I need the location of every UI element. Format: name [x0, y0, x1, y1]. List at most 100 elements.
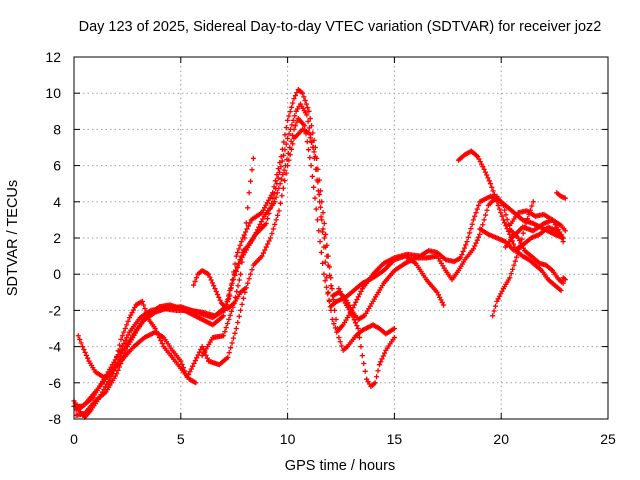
data-point	[282, 132, 288, 138]
data-point	[272, 178, 279, 184]
series-trace-12	[507, 208, 566, 245]
data-point	[280, 185, 286, 191]
data-point	[313, 206, 319, 212]
data-point	[239, 301, 245, 307]
series-trace-15	[560, 275, 568, 283]
data-point	[222, 329, 228, 335]
data-point	[512, 258, 518, 264]
data-point	[560, 280, 566, 286]
data-point	[495, 202, 501, 209]
data-point	[489, 184, 495, 190]
data-point	[332, 325, 338, 331]
data-point	[562, 277, 568, 283]
data-point	[315, 179, 321, 185]
data-point	[125, 318, 131, 324]
data-point	[243, 220, 249, 226]
data-point	[278, 164, 284, 170]
data-point	[254, 227, 261, 233]
series-trace-13	[477, 224, 566, 254]
x-axis-label: GPS time / hours	[285, 458, 395, 474]
data-point	[304, 112, 310, 118]
data-point	[109, 371, 116, 377]
data-point	[350, 314, 356, 320]
data-point	[312, 153, 318, 160]
data-point	[509, 266, 516, 272]
data-point	[229, 340, 235, 346]
data-point	[245, 205, 251, 211]
series-trace-5	[75, 298, 199, 386]
data-point	[306, 130, 312, 136]
y-tick-label: 4	[53, 194, 61, 210]
data-point	[236, 313, 242, 320]
data-point	[290, 117, 296, 123]
data-point	[272, 199, 278, 205]
data-point	[264, 215, 271, 222]
data-point	[141, 302, 147, 308]
data-point	[481, 166, 487, 172]
data-point	[275, 175, 281, 181]
data-point	[490, 313, 496, 319]
data-point	[271, 191, 277, 197]
data-point	[292, 113, 298, 119]
data-point	[358, 288, 364, 294]
data-point	[473, 210, 479, 216]
data-point	[337, 339, 343, 345]
data-point	[121, 329, 127, 335]
data-point	[265, 241, 271, 247]
data-point	[204, 355, 210, 361]
data-point	[235, 260, 242, 266]
data-point	[277, 200, 284, 206]
y-tick-label: 12	[45, 49, 61, 65]
data-point	[502, 220, 508, 226]
data-point	[480, 222, 486, 228]
data-point	[338, 291, 345, 298]
data-point	[122, 325, 128, 332]
y-tick-label: -8	[49, 411, 62, 427]
data-point	[273, 217, 279, 223]
data-point	[239, 259, 245, 265]
data-point	[362, 368, 368, 374]
data-point	[234, 264, 240, 270]
data-point	[311, 184, 317, 190]
data-point	[287, 109, 293, 115]
data-point	[270, 196, 276, 202]
data-point	[305, 105, 311, 111]
data-point	[279, 193, 285, 199]
data-point	[238, 307, 244, 313]
data-point	[317, 204, 324, 210]
data-point	[230, 335, 237, 341]
data-point	[246, 190, 252, 196]
data-point	[236, 246, 242, 252]
data-point	[357, 291, 363, 297]
data-point	[304, 139, 310, 145]
data-point	[503, 212, 509, 218]
data-point	[158, 337, 164, 344]
series-trace-2	[73, 101, 566, 418]
data-point	[299, 90, 306, 96]
data-point	[270, 226, 276, 232]
data-point	[289, 122, 295, 128]
data-point	[349, 311, 355, 317]
data-point	[178, 358, 184, 364]
data-point	[231, 271, 237, 277]
data-point	[238, 253, 244, 259]
data-point	[507, 275, 513, 281]
data-point	[233, 325, 239, 332]
x-tick-label: 10	[280, 431, 296, 447]
data-point	[155, 331, 161, 338]
data-point	[315, 188, 321, 194]
data-point	[331, 321, 337, 327]
data-point	[153, 328, 160, 335]
data-point	[352, 320, 359, 326]
data-point	[303, 101, 309, 107]
data-point	[358, 344, 364, 350]
data-point	[279, 158, 285, 164]
y-tick-label: -4	[49, 339, 62, 355]
data-point	[285, 117, 291, 123]
data-point	[275, 212, 281, 218]
data-point	[474, 206, 480, 212]
data-point	[286, 157, 292, 163]
data-point	[327, 272, 333, 279]
data-point	[188, 366, 194, 372]
